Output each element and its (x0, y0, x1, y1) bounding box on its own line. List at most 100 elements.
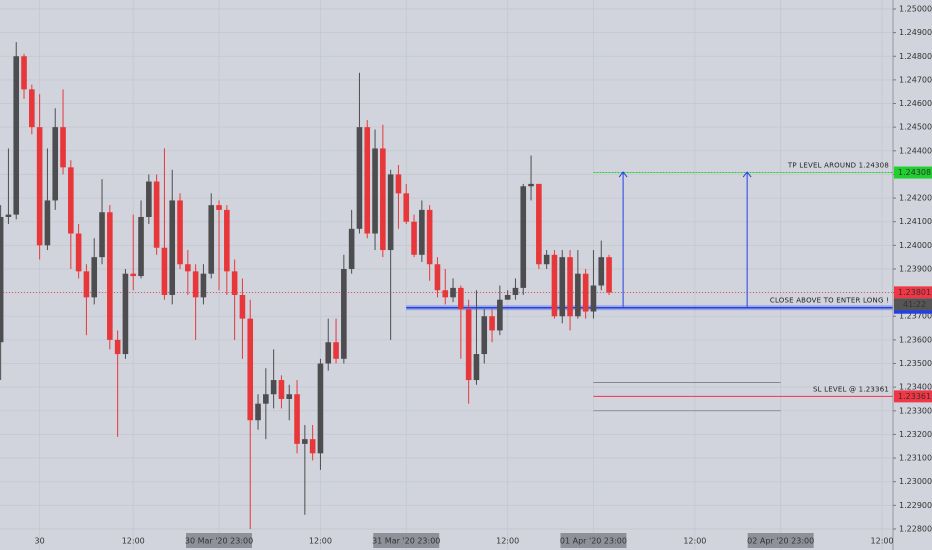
candle-body (364, 127, 371, 234)
candle-body (5, 214, 12, 217)
x-tick-label-bg (747, 533, 814, 548)
x-tick-label-bg (186, 533, 253, 548)
candle-body (598, 257, 605, 286)
candle-body (255, 403, 261, 421)
candle-body (403, 193, 410, 222)
level-price-tag-bg (894, 166, 932, 179)
x-tick-label: 01 Apr '20 23:00 (560, 537, 627, 546)
candle-body (419, 209, 425, 255)
candle-body (224, 209, 230, 272)
last-price-tag-bg (894, 286, 932, 299)
candle-body (29, 89, 35, 128)
candle-body (559, 257, 566, 317)
candle-body (208, 205, 215, 274)
candle-body (348, 228, 355, 269)
candle-body (450, 287, 456, 298)
x-tick-label-bg (560, 533, 627, 548)
candle-body (75, 233, 82, 272)
level-annotation: TP LEVEL AROUND 1.24308 (787, 162, 889, 170)
candle-body (309, 439, 316, 454)
candle-body (153, 181, 160, 248)
candle-body (528, 183, 534, 187)
y-tick-label: 1.22900 (899, 501, 932, 510)
countdown-bg (894, 298, 932, 311)
candle-body (44, 200, 51, 246)
candle-body (489, 316, 495, 331)
candle-body (387, 174, 394, 251)
candle-body (442, 290, 449, 298)
candle-body (606, 257, 612, 293)
candle-body (567, 257, 573, 317)
candle-body (286, 394, 293, 399)
candle-body (380, 148, 386, 251)
candle-body (458, 287, 464, 310)
x-tick-label: 12:00 (309, 537, 332, 546)
y-tick-label: 1.23100 (899, 454, 932, 463)
candle-body (278, 380, 285, 399)
candle-body (341, 268, 347, 359)
y-tick-label: 1.23400 (899, 383, 932, 392)
candle-body (270, 380, 277, 395)
y-tick-label: 1.22800 (899, 524, 932, 533)
candle-body (356, 127, 363, 229)
candle-body (426, 209, 433, 265)
candle-body (434, 264, 441, 291)
x-tick-label: 30 Mar '20 23:00 (185, 537, 253, 546)
y-tick-label: 1.23700 (899, 312, 932, 321)
candle-body (239, 294, 246, 319)
x-tick-label: 12:00 (122, 537, 145, 546)
candle-body (200, 273, 207, 298)
candle-body (83, 271, 90, 298)
candle-body (411, 221, 417, 255)
y-tick-label: 1.24800 (899, 52, 932, 61)
x-tick-label: 12:00 (683, 537, 706, 546)
y-tick-label: 1.23000 (899, 477, 932, 486)
candle-body (177, 200, 183, 265)
candle-body (395, 174, 402, 194)
candle-body (146, 181, 152, 217)
candle-body (138, 216, 144, 277)
candle-body (333, 342, 339, 359)
candle-body (543, 254, 550, 265)
candle-body (372, 148, 378, 234)
y-tick-label: 1.24900 (899, 28, 932, 37)
y-tick-label: 1.24400 (899, 146, 932, 155)
candle-body (36, 127, 43, 246)
y-tick-label: 1.24700 (899, 75, 932, 84)
candle-body (231, 271, 238, 295)
x-tick-label: 12:00 (496, 537, 519, 546)
candle-body (216, 205, 222, 210)
candle-body (481, 316, 488, 355)
candle-body (52, 127, 59, 201)
level-price-tag-bg (894, 390, 932, 403)
candle-body (465, 309, 472, 381)
y-tick-label: 1.24600 (899, 99, 932, 108)
candle-body (122, 273, 129, 355)
candle-body (60, 127, 66, 168)
candle-body (325, 342, 332, 364)
level-annotation: SL LEVEL @ 1.23361 (813, 385, 889, 393)
candle-body (294, 394, 300, 444)
level-price-tag: 1.23361 (898, 392, 931, 401)
last-price-tag: 1.23801 (898, 288, 931, 297)
x-tick-label: 12:00 (871, 537, 894, 546)
y-tick-label: 1.25000 (899, 4, 932, 13)
y-tick-label: 1.24100 (899, 217, 932, 226)
candle-body (161, 247, 168, 295)
candle-body (192, 271, 199, 298)
candle-body (582, 273, 589, 312)
candle-body (473, 354, 480, 381)
level-price-tag: 1.24308 (898, 168, 931, 177)
candle-body (575, 273, 581, 317)
x-tick-label: 30 (35, 537, 45, 546)
candle-body (21, 56, 27, 90)
candle-body (169, 200, 176, 295)
y-tick-label: 1.23200 (899, 430, 932, 439)
y-tick-label: 1.23900 (899, 264, 932, 273)
y-tick-label: 1.24200 (899, 194, 932, 203)
candle-body (512, 287, 519, 295)
x-tick-label: 02 Apr '20 23:00 (747, 537, 814, 546)
candle-body (317, 363, 324, 454)
